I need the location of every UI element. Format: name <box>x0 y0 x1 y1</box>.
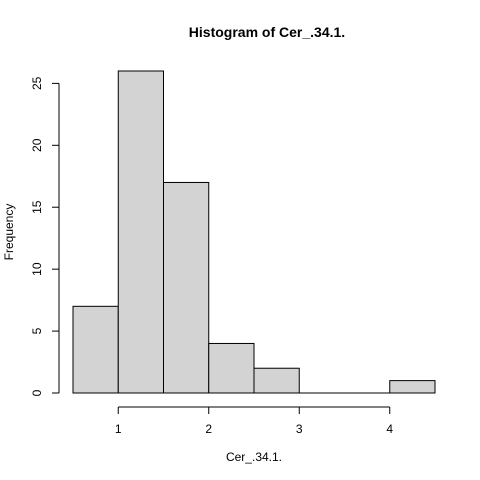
histogram-bar-1 <box>117 70 164 394</box>
y-tick-label-4: 20 <box>30 138 44 152</box>
y-tick-label-0: 0 <box>30 389 44 396</box>
x-tick-label-1: 2 <box>205 422 212 436</box>
histogram-bar-3 <box>208 342 255 394</box>
x-axis-label: Cer_.34.1. <box>226 450 282 464</box>
y-axis-label: Frequency <box>2 204 16 261</box>
y-tick-label-5: 25 <box>30 76 44 90</box>
y-axis: 0 5 10 15 20 25 <box>30 76 60 396</box>
histogram-bar-7 <box>389 380 436 394</box>
y-tick-label-1: 5 <box>30 327 44 334</box>
chart-title: Histogram of Cer_.34.1. <box>189 24 345 40</box>
x-tick-label-2: 3 <box>296 422 303 436</box>
x-tick-label-3: 4 <box>386 422 393 436</box>
x-tick-label-0: 1 <box>115 422 122 436</box>
bars-group <box>72 70 436 394</box>
x-axis: 1 2 3 4 <box>115 406 393 436</box>
y-tick-label-2: 10 <box>30 262 44 276</box>
histogram-bar-2 <box>163 181 210 394</box>
histogram-bar-0 <box>72 305 119 394</box>
histogram-bar-4 <box>253 367 300 394</box>
y-tick-label-3: 15 <box>30 200 44 214</box>
